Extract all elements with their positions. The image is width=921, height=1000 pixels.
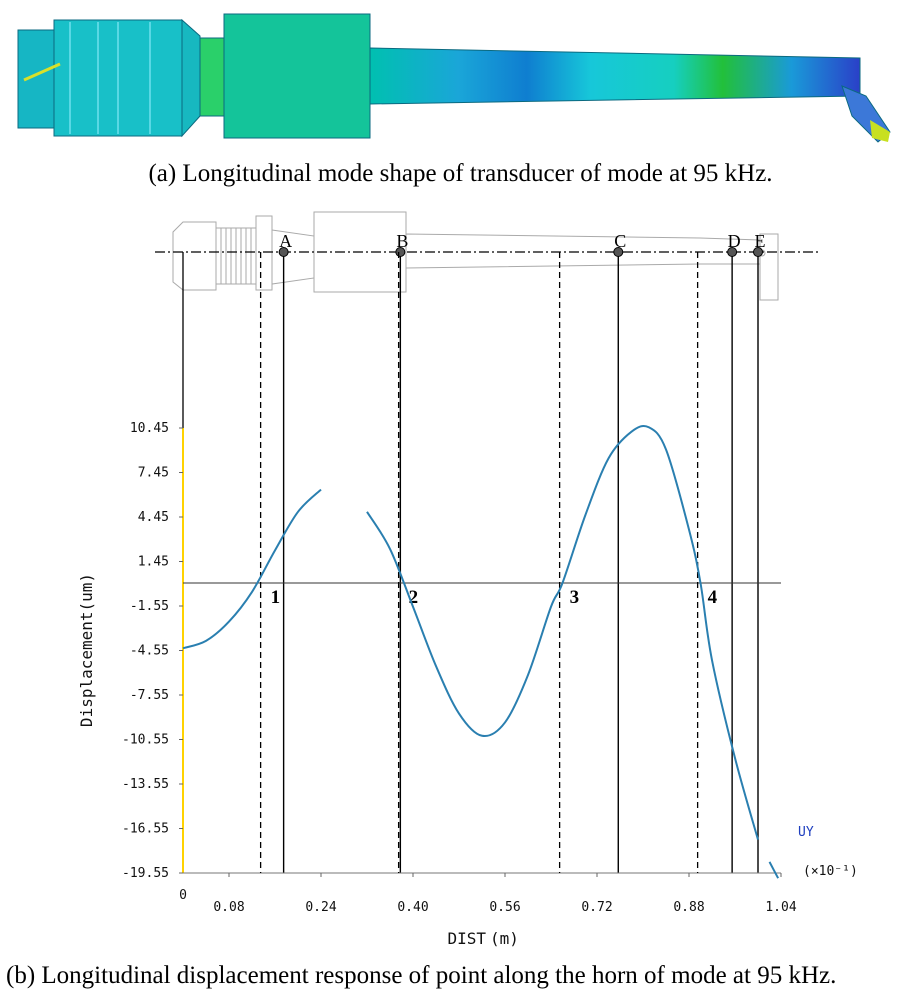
x-tick-label: 0.56 <box>489 900 520 915</box>
point-label-E: E <box>755 231 766 251</box>
y-tick-label: -10.55 <box>122 733 169 748</box>
x-tick-label: 1.04 <box>765 900 796 915</box>
x-tick-label: 0.72 <box>581 900 612 915</box>
point-label-C: C <box>614 231 626 251</box>
node-label-3: 3 <box>570 587 580 608</box>
x-tick-label: 0.88 <box>673 900 704 915</box>
point-dot-D <box>727 247 738 257</box>
y-tick-label: -13.55 <box>122 777 169 792</box>
y-tick-label: 1.45 <box>138 555 169 570</box>
x-axis-unit: (m) <box>490 929 519 948</box>
y-tick-labels: 10.45 7.45 4.45 1.45 -1.55 -4.55 -7.55 -10.55 -1… <box>122 421 183 881</box>
node-label-1: 1 <box>271 587 281 608</box>
transducer-body <box>17 13 891 143</box>
x-origin-label: 0 <box>179 888 187 903</box>
series-label-uy: UY <box>798 825 814 840</box>
horn-schematic <box>172 211 779 301</box>
x-tick-label: 0.08 <box>213 900 244 915</box>
series-layer <box>182 424 780 879</box>
caption-a: (a) Longitudinal mode shape of transduce… <box>148 160 773 187</box>
point-dot-A <box>278 247 289 257</box>
x-tick-label: 0.40 <box>397 900 428 915</box>
node-label-4: 4 <box>708 587 718 608</box>
y-tick-label: 10.45 <box>130 421 169 436</box>
point-label-A: A <box>279 231 292 251</box>
point-label-B: B <box>396 231 408 251</box>
y-tick-label: 7.45 <box>138 466 169 481</box>
x-tick-label: 0.24 <box>305 900 336 915</box>
y-tick-label: 4.45 <box>138 510 169 525</box>
caption-b: (b) Longitudinal displacement response o… <box>6 962 837 989</box>
series-uy-segment-2 <box>768 861 780 879</box>
x-tick-labels: 0.08 0.24 0.40 0.56 0.72 0.88 1.04 <box>213 873 797 915</box>
node-markers: 1 2 3 4 <box>259 252 718 873</box>
series-uy-segment-1 <box>366 424 759 840</box>
node-label-2: 2 <box>409 587 419 608</box>
point-dot-C <box>613 247 624 257</box>
point-label-D: D <box>728 231 741 251</box>
y-axis-title: Displacement(um) <box>77 573 96 727</box>
y-tick-label: -19.55 <box>122 866 169 881</box>
y-tick-label: -4.55 <box>130 644 169 659</box>
y-tick-label: -16.55 <box>122 822 169 837</box>
point-dot-E <box>753 247 763 257</box>
x-axis-title: DIST <box>447 929 486 948</box>
y-tick-label: -7.55 <box>130 688 169 703</box>
y-tick-label: -1.55 <box>130 599 169 614</box>
series-multiplier: (×10⁻¹) <box>803 864 858 879</box>
series-uy-segment-0 <box>182 488 322 650</box>
mode-shape-image <box>17 13 891 143</box>
